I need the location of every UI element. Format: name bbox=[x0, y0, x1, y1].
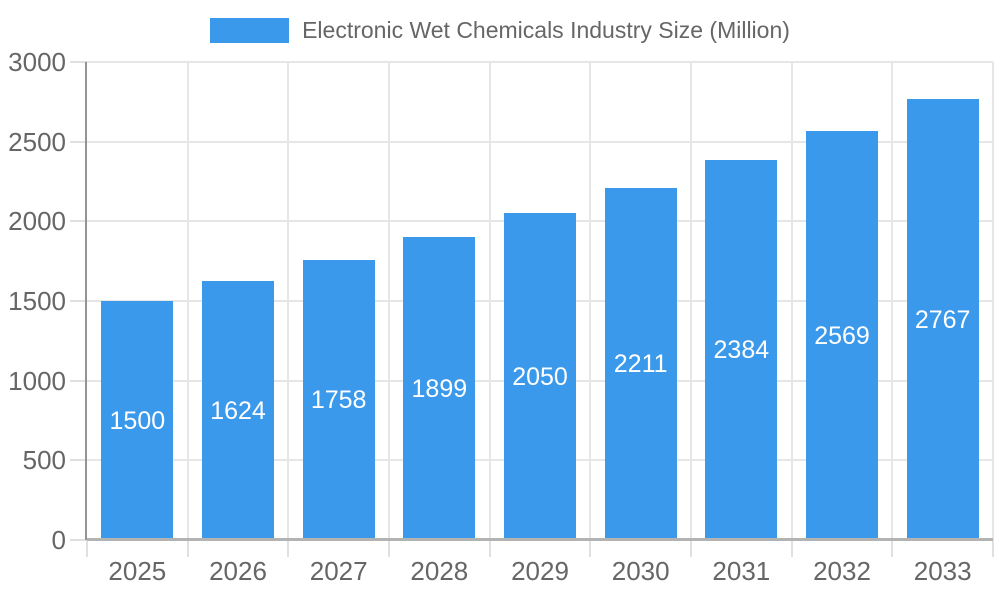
x-axis-tick bbox=[388, 540, 390, 557]
x-axis-tick bbox=[790, 540, 793, 557]
x-axis-label: 2032 bbox=[813, 556, 871, 586]
bar-2025[interactable] bbox=[101, 301, 174, 540]
legend-swatch-icon bbox=[210, 18, 290, 43]
gridline-horizontal bbox=[87, 140, 993, 143]
bar-2029[interactable] bbox=[504, 213, 576, 540]
x-axis-tick bbox=[488, 540, 491, 557]
bar-value-label: 2569 bbox=[814, 321, 870, 350]
gridline-vertical bbox=[992, 62, 994, 540]
bar-value-label: 2211 bbox=[613, 350, 668, 378]
gridline-vertical bbox=[388, 62, 390, 540]
bar-2026[interactable] bbox=[202, 281, 274, 540]
bar-2031[interactable] bbox=[705, 160, 778, 540]
gridline-vertical bbox=[891, 62, 894, 540]
y-axis-line bbox=[85, 62, 87, 540]
x-axis-line bbox=[87, 538, 993, 541]
gridline-horizontal bbox=[87, 61, 993, 63]
bar-value-label: 2767 bbox=[914, 305, 971, 334]
bar-value-label: 2384 bbox=[713, 336, 770, 364]
bar-2030[interactable] bbox=[604, 188, 677, 540]
bar-2033[interactable] bbox=[906, 99, 979, 540]
x-axis-label: 2033 bbox=[913, 556, 972, 586]
legend[interactable]: Electronic Wet Chemicals Industry Size (… bbox=[0, 17, 1000, 44]
bar-value-label: 1500 bbox=[109, 406, 166, 435]
x-axis-label: 2025 bbox=[108, 556, 167, 586]
y-axis-label: 1000 bbox=[8, 365, 66, 396]
gridline-vertical bbox=[790, 62, 793, 540]
y-axis-label: 1500 bbox=[8, 286, 66, 316]
gridline-vertical bbox=[186, 62, 189, 540]
x-axis-tick bbox=[992, 540, 994, 557]
y-axis-tick bbox=[70, 459, 87, 462]
x-axis-tick bbox=[891, 540, 894, 557]
gridline-vertical bbox=[488, 62, 491, 540]
x-axis-label: 2027 bbox=[309, 556, 368, 586]
gridline-vertical bbox=[690, 62, 692, 540]
x-axis-label: 2028 bbox=[410, 556, 469, 586]
bar-2028[interactable] bbox=[403, 237, 476, 540]
y-axis-label: 3000 bbox=[8, 47, 66, 77]
y-axis-label: 500 bbox=[22, 445, 66, 476]
x-axis-label: 2030 bbox=[611, 556, 670, 586]
x-axis-tick bbox=[589, 540, 592, 557]
bar-2032[interactable] bbox=[806, 131, 878, 540]
bar-value-label: 1624 bbox=[210, 396, 266, 425]
bar-2027[interactable] bbox=[302, 260, 375, 540]
legend-label: Electronic Wet Chemicals Industry Size (… bbox=[302, 17, 790, 43]
y-axis-label: 0 bbox=[51, 525, 66, 555]
bar-value-label: 1758 bbox=[310, 386, 367, 414]
x-axis-tick bbox=[86, 540, 88, 557]
x-axis-tick bbox=[690, 540, 692, 557]
x-axis-label: 2026 bbox=[209, 556, 267, 586]
y-axis-tick bbox=[70, 140, 87, 143]
y-axis-label: 2500 bbox=[8, 126, 66, 157]
bar-value-label: 2050 bbox=[512, 362, 568, 391]
y-axis-tick bbox=[70, 300, 87, 302]
y-axis-tick bbox=[70, 379, 87, 382]
gridline-vertical bbox=[589, 62, 592, 540]
bar-value-label: 1899 bbox=[411, 374, 468, 403]
y-axis-tick bbox=[70, 539, 87, 541]
x-axis-label: 2029 bbox=[511, 556, 569, 586]
y-axis-tick bbox=[70, 61, 87, 63]
x-axis-tick bbox=[287, 540, 290, 557]
y-axis-tick bbox=[70, 220, 87, 223]
gridline-vertical bbox=[287, 62, 290, 540]
y-axis-label: 2000 bbox=[8, 206, 66, 237]
x-axis-label: 2031 bbox=[712, 556, 771, 586]
x-axis-tick bbox=[186, 540, 189, 557]
